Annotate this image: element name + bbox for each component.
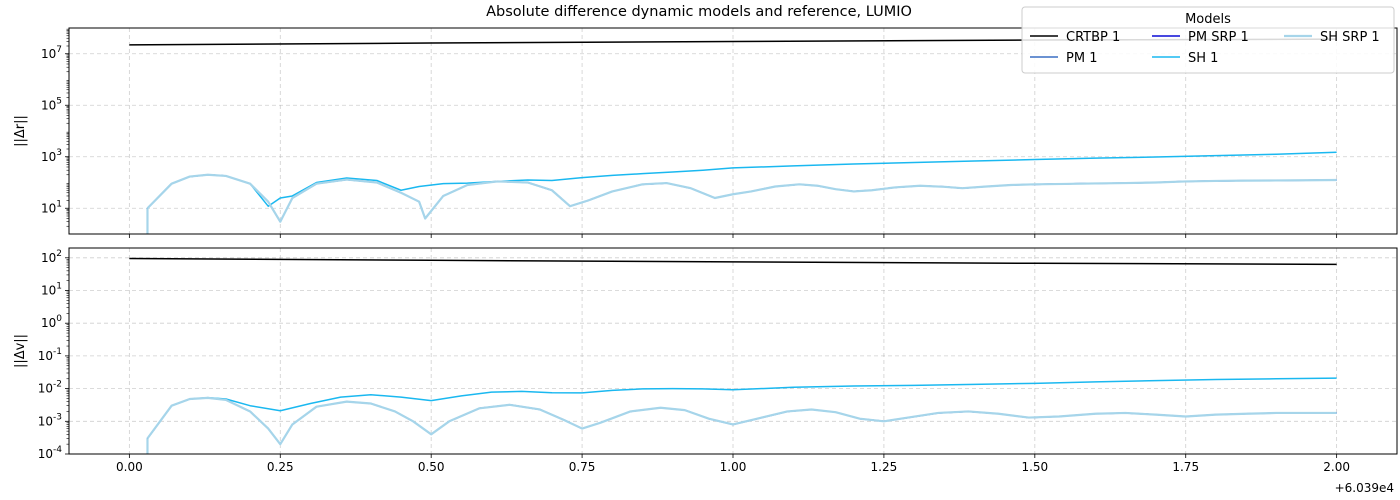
y-tick-label: 102 [41, 249, 62, 265]
y-tick-label: 10-4 [38, 445, 63, 461]
legend-entry-label: PM SRP 1 [1188, 30, 1249, 45]
legend-box [1021, 6, 1395, 74]
y-tick-label: 107 [41, 45, 62, 61]
series-line-sh-1 [146, 377, 1337, 439]
series-line-sh-srp-1 [146, 173, 1337, 223]
chart-title: Absolute difference dynamic models and r… [486, 4, 912, 20]
legend-entry-label: PM 1 [1066, 51, 1097, 66]
legend-title: Models [1185, 12, 1231, 27]
x-tick-label: 1.00 [720, 460, 747, 474]
x-tick-label: 0.50 [418, 460, 445, 474]
x-offset-label: +6.039e4 [1335, 481, 1394, 495]
y-tick-label: 103 [41, 148, 62, 164]
y-tick-label: 10-3 [38, 412, 62, 428]
x-tick-label: 0.75 [569, 460, 596, 474]
y-tick-label: 101 [41, 282, 62, 298]
x-tick-label: 1.25 [871, 460, 898, 474]
series-line-sh-srp-1 [146, 396, 1337, 446]
y-tick-label: 10-2 [38, 380, 62, 396]
series-line-sh-1 [146, 151, 1337, 209]
y-axis-label: ||Δr|| [13, 115, 28, 147]
legend-entry-label: SH 1 [1188, 51, 1218, 66]
legend-entry-label: SH SRP 1 [1320, 30, 1380, 45]
y-tick-label: 105 [41, 96, 62, 112]
legend: Models CRTBP 1 PM 1 PM SRP 1 SH 1 SH SRP 1 [1021, 6, 1395, 74]
y-axis-label: ||Δv|| [13, 334, 28, 368]
y-tick-label: 100 [41, 314, 62, 330]
x-tick-label: 0.25 [267, 460, 294, 474]
x-tick-label: 1.75 [1172, 460, 1199, 474]
x-tick-label: 0.00 [116, 460, 143, 474]
y-tick-label: 10-1 [38, 347, 62, 363]
legend-entry-label: CRTBP 1 [1066, 30, 1120, 45]
x-tick-label: 2.00 [1323, 460, 1350, 474]
x-tick-label: 1.50 [1021, 460, 1048, 474]
velocity-error-panel: 0.00 0.25 0.50 0.75 1.00 1.25 1.50 1.75 2.00 10-4… [13, 247, 1398, 474]
y-tick-label: 101 [41, 199, 62, 215]
series-line-crtbp-1 [129, 257, 1337, 266]
